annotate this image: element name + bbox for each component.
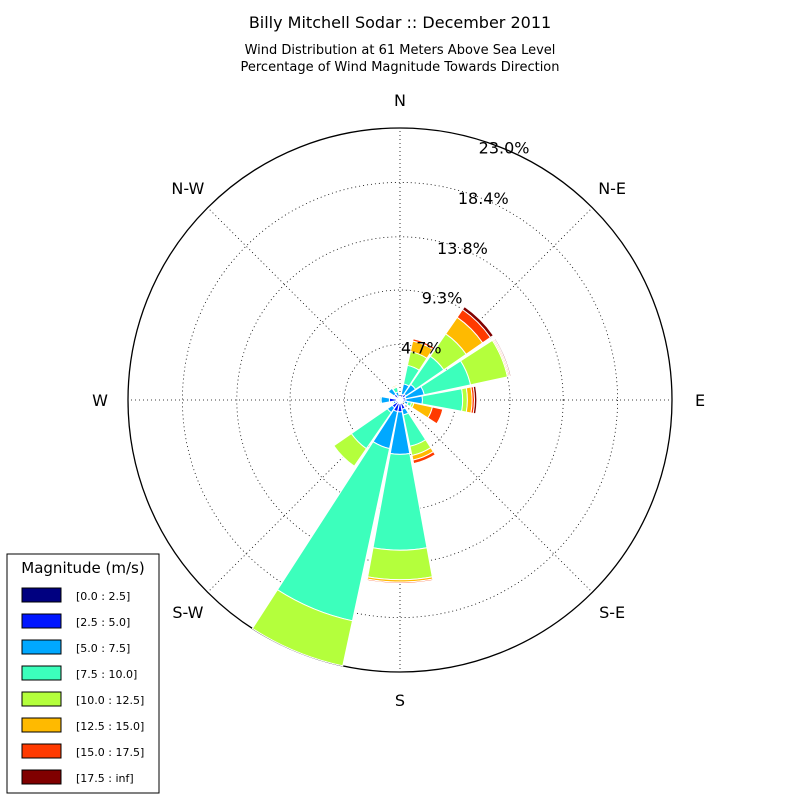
bar-segment — [380, 396, 391, 404]
radial-tick-label: 18.4% — [458, 189, 509, 208]
bar-segment — [388, 397, 398, 403]
bar-segment — [412, 338, 435, 351]
outer-ring — [127, 127, 673, 673]
bar-segment — [333, 432, 368, 467]
bar-segment — [493, 337, 512, 377]
bar-segment — [366, 578, 434, 584]
bar-segment — [390, 384, 398, 389]
spoke-n-e — [399, 207, 593, 401]
legend-swatch — [21, 691, 62, 707]
axis-labels: N N-E E S-E S S-W W N-W 4.7% 9.3% 13.8% 18.4% 23.0% — [92, 91, 705, 710]
bar-segment — [427, 406, 444, 425]
legend-label: [7.5 : 10.0] — [76, 668, 137, 681]
direction-label-n-e: N-E — [598, 179, 626, 198]
radial-tick-label: 4.7% — [401, 339, 442, 358]
legend-swatch — [21, 613, 62, 629]
chart-subtitle-line-2: Percentage of Wind Magnitude Towards Dir… — [240, 60, 559, 75]
spoke-s-e — [399, 399, 593, 593]
bar-segment — [251, 589, 354, 667]
direction-label-s-w: S-W — [172, 603, 203, 622]
legend-label: [5.0 : 7.5] — [76, 642, 130, 655]
direction-label-n: N — [394, 91, 406, 110]
polar-grid — [127, 127, 673, 673]
legend-title: Magnitude (m/s) — [21, 559, 144, 577]
legend-label: [15.0 : 17.5] — [76, 746, 144, 759]
direction-label-e: E — [695, 391, 705, 410]
bar-segment — [472, 385, 478, 415]
legend-items: [0.0 : 2.5] [2.5 : 5.0] [5.0 : 7.5] [7.5 : … — [21, 587, 144, 785]
grid-ring — [181, 181, 619, 619]
legend-label: [12.5 : 15.0] — [76, 720, 144, 733]
direction-label-s-e: S-E — [599, 603, 625, 622]
legend-swatch — [21, 639, 62, 655]
direction-label-w: W — [92, 391, 108, 410]
legend-label: [0.0 : 2.5] — [76, 590, 130, 603]
bar-segment — [412, 450, 436, 465]
direction-label-s: S — [395, 691, 405, 710]
bar-segment — [461, 305, 495, 339]
wind-rose-bars — [251, 305, 512, 667]
legend-label: [2.5 : 5.0] — [76, 616, 130, 629]
legend-swatch — [21, 665, 62, 681]
chart-subtitle-line-1: Wind Distribution at 61 Meters Above Sea… — [245, 43, 556, 58]
bar-segment — [367, 547, 433, 581]
bar-segment — [276, 441, 391, 622]
legend-label: [10.0 : 12.5] — [76, 694, 144, 707]
legend-swatch — [21, 769, 62, 785]
radial-tick-label: 23.0% — [479, 139, 530, 158]
legend-swatch — [21, 743, 62, 759]
direction-label-n-w: N-W — [171, 179, 204, 198]
spoke-n-w — [207, 207, 401, 401]
legend-swatch — [21, 717, 62, 733]
legend: Magnitude (m/s) [0.0 : 2.5] [2.5 : 5.0] [5… — [6, 553, 160, 794]
radial-tick-label: 9.3% — [422, 288, 463, 307]
spoke-s-w — [207, 399, 401, 593]
radial-tick-label: 13.8% — [437, 239, 488, 258]
bar-segment — [379, 395, 382, 405]
legend-swatch — [21, 587, 62, 603]
chart-title: Billy Mitchell Sodar :: December 2011 — [249, 13, 551, 32]
legend-label: [17.5 : inf] — [76, 772, 134, 785]
